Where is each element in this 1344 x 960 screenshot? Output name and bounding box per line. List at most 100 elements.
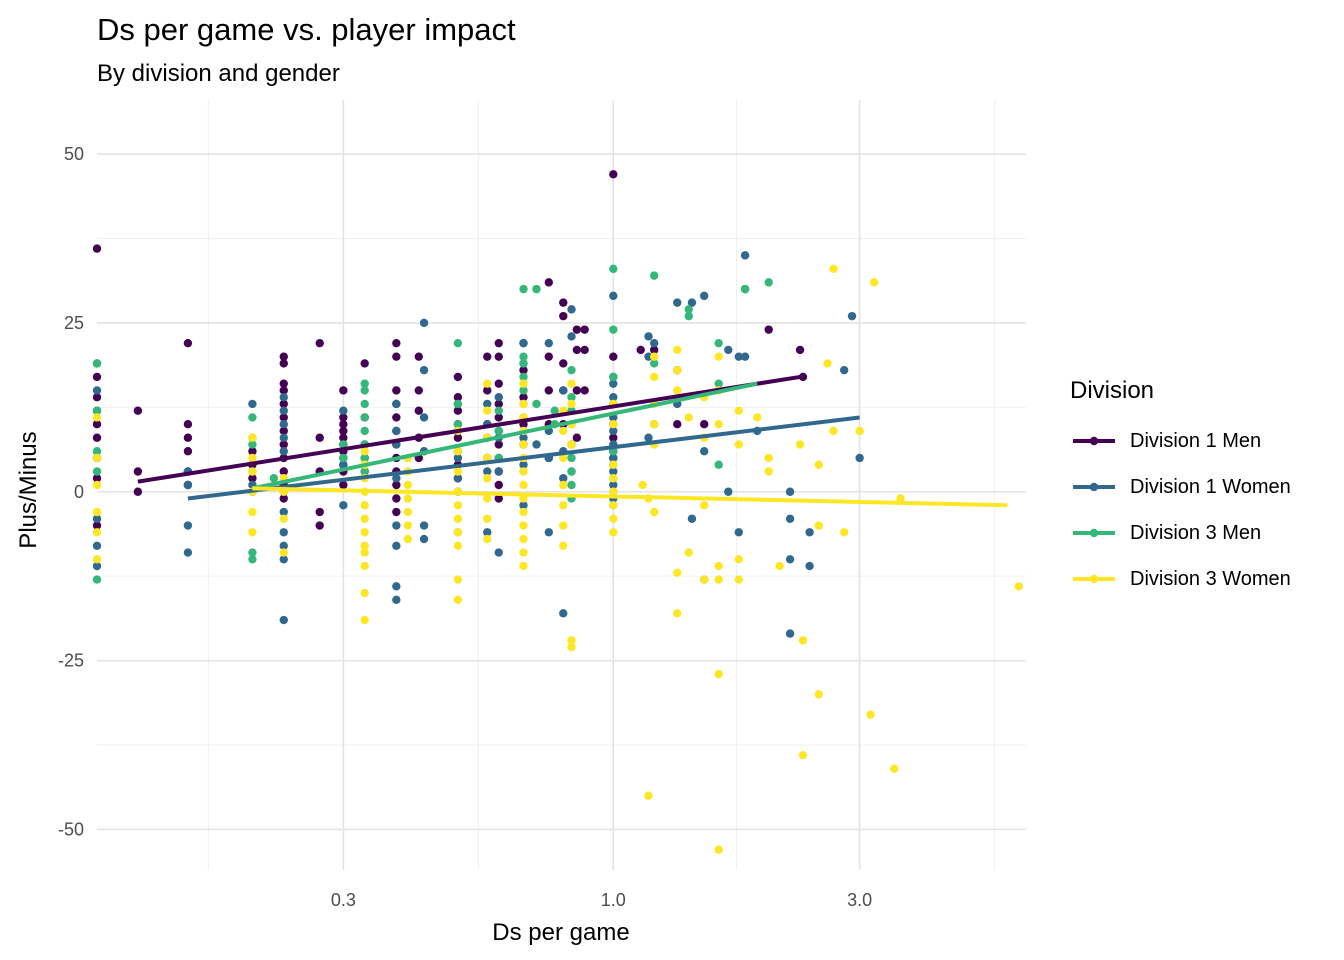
data-point [483,514,492,523]
data-point [483,467,492,476]
data-point [453,420,463,429]
data-point [279,541,288,550]
data-point [673,609,682,618]
data-point [644,433,653,442]
data-point [360,399,369,409]
data-point [609,501,618,510]
data-point [248,453,257,463]
data-point [419,413,429,422]
data-point [519,460,528,469]
data-point [279,548,288,557]
data-point [248,440,257,449]
data-point [572,345,582,355]
data-point [519,284,528,294]
data-point [494,413,503,422]
data-point [805,528,814,537]
data-point [248,528,257,537]
data-point [684,413,693,422]
data-point [609,170,618,179]
data-point [392,474,401,483]
data-point [92,507,102,517]
data-point [183,433,193,442]
data-point [567,305,576,314]
data-point [483,534,492,544]
data-point [339,386,348,395]
y-tick-label: -25 [58,651,84,671]
data-point [339,420,348,429]
grid-major [97,100,1026,870]
data-point [714,669,723,679]
data-point [1014,582,1023,591]
data-point [339,480,348,490]
data-point [315,433,324,442]
data-point [734,528,743,537]
data-point [740,284,750,294]
data-points [92,170,1023,854]
data-point [609,460,618,469]
legend-item: Division 1 Women [1070,464,1291,510]
data-point [453,399,463,409]
data-point [714,352,723,361]
data-point [823,359,832,368]
data-point [483,528,492,537]
data-point [567,440,576,449]
data-point [714,460,723,469]
data-point [483,453,492,463]
data-point [403,534,413,544]
data-point [403,480,413,490]
data-point [519,352,528,361]
data-point [360,379,369,388]
data-point [279,386,288,395]
data-point [764,453,773,463]
data-point [453,575,463,584]
data-point [734,406,743,415]
data-point [740,352,750,361]
data-point [684,548,693,557]
data-point [544,278,553,287]
data-point [279,392,288,402]
data-point [673,420,682,429]
trend-line [252,486,1008,508]
data-point [559,298,568,307]
data-point [829,426,838,436]
data-point [734,352,743,361]
data-point [483,399,492,409]
data-point [567,453,576,463]
data-point [798,750,808,760]
data-point [419,521,429,530]
data-point [673,345,682,355]
data-point [609,379,618,388]
data-point [724,487,733,496]
data-point [392,595,401,605]
data-point [339,501,348,510]
data-point [609,264,618,274]
legend-key [1073,482,1115,492]
chart-title: Ds per game vs. player impact [97,12,516,47]
legend-key-point [1089,528,1099,538]
data-point [339,406,348,415]
data-point [279,399,288,409]
data-point [453,541,463,550]
data-point [392,521,401,530]
data-point [279,359,288,368]
x-tick-label: 3.0 [847,890,872,910]
data-point [567,379,576,388]
data-point [453,528,463,537]
data-point [279,420,288,429]
y-axis-title: Plus/Minus [15,431,42,548]
data-point [764,325,773,334]
data-point [559,501,568,510]
data-point [279,379,288,388]
data-point [567,480,576,490]
data-point [494,399,503,409]
data-point [483,386,492,395]
data-point [636,345,645,355]
data-point [572,325,582,334]
data-point [269,474,278,483]
data-point [673,298,682,307]
data-point [279,426,288,436]
data-point [494,480,503,490]
data-point [248,399,257,409]
data-point [869,278,879,287]
data-point [92,474,102,483]
